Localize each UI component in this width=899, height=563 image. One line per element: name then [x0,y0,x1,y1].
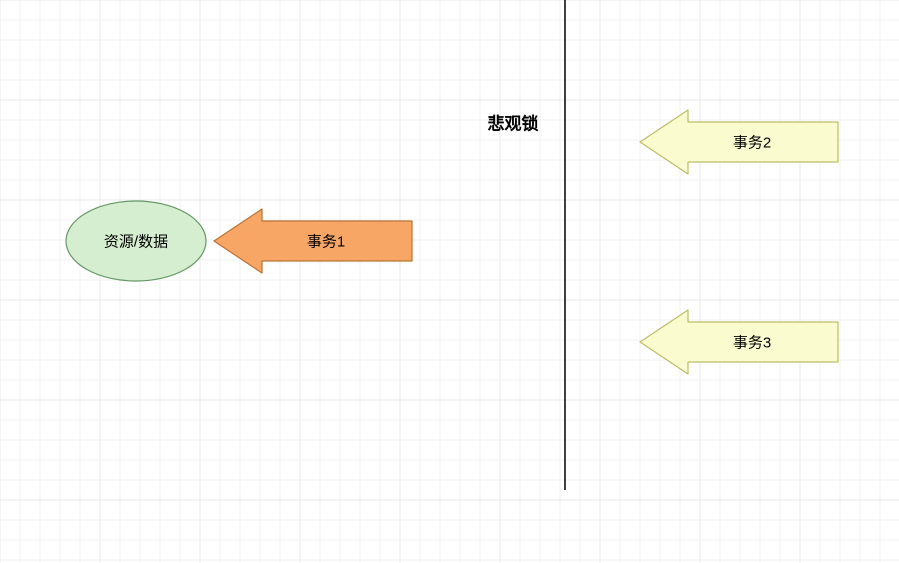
ellipse-label: 资源/数据 [104,231,168,252]
arrow-tx3-label: 事务3 [733,332,771,353]
diagram-svg [0,0,899,563]
arrow-tx1-label: 事务1 [307,231,345,252]
arrow-tx2-label: 事务2 [733,132,771,153]
diagram-canvas: 悲观锁 资源/数据 事务1 事务2 事务3 [0,0,899,563]
diagram-title: 悲观锁 [488,110,539,135]
